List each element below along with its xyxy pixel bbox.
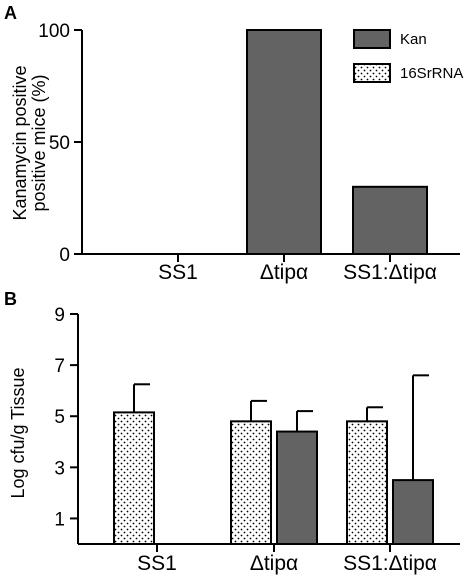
- panel-a-y-axis-title: Kanamycin positive positive mice (%): [10, 65, 49, 220]
- legend-swatch-kan: [353, 29, 391, 49]
- panel-b-y-tick-label: 9: [54, 305, 65, 326]
- panel-b-y-ticks: 1 3 5 7 9: [54, 305, 78, 530]
- panel-a-category-labels: SS1 Δtipα SS1:Δtipα: [158, 254, 437, 284]
- legend-label-kan: Kan: [400, 31, 427, 48]
- panel-b-bar-kan: [392, 479, 434, 546]
- panel-b-y-tick-label: 1: [54, 509, 65, 530]
- panel-b-y-tick-label: 5: [54, 407, 65, 428]
- panel-b-y-tick-label: 7: [54, 356, 65, 377]
- panel-b-bars: [113, 374, 434, 546]
- panel-a-y-ticks: 0 50 100: [38, 21, 82, 266]
- panel-b-bar-16srrna: [113, 411, 155, 545]
- panel-b-y-axis-title: Log cfu/g Tissue: [8, 367, 28, 498]
- panel-b-category-labels: SS1 Δtipα SS1:Δtipα: [137, 544, 437, 575]
- panel-a-y-tick-label: 100: [38, 21, 70, 42]
- panel-a-legend: Kan 16SrRNA: [353, 29, 463, 83]
- panel-b-bar-kan: [276, 430, 318, 545]
- panel-b-category-label: SS1: [137, 552, 177, 575]
- legend-label-16srrna: 16SrRNA: [400, 65, 463, 82]
- panel-a: A Kanamycin positive positive mice (%) 0…: [4, 3, 463, 284]
- panel-b-category-label: Δtipα: [250, 552, 298, 575]
- panel-a-category-label: SS1:Δtipα: [343, 261, 437, 284]
- panel-a-letter: A: [4, 3, 17, 23]
- panel-a-ylabel-line1: Kanamycin positive: [10, 65, 30, 220]
- panel-a-category-label: SS1: [158, 261, 198, 284]
- legend-swatch-16srrna: [353, 63, 391, 83]
- panel-a-bar-kan: [352, 185, 428, 255]
- panel-a-ylabel-line2: positive mice (%): [29, 74, 49, 211]
- panel-a-y-tick-label: 0: [59, 245, 70, 266]
- panel-b: B Log cfu/g Tissue 1 3 5 7 9 SS1 Δtipα SS1:Δti…: [4, 289, 460, 575]
- panel-b-bar-16srrna: [230, 420, 272, 546]
- panel-a-y-tick-label: 50: [49, 133, 70, 154]
- panel-b-category-label: SS1:Δtipα: [343, 552, 437, 575]
- panel-b-y-tick-label: 3: [54, 458, 65, 479]
- panel-a-category-label: Δtipα: [260, 261, 308, 284]
- panel-b-bar-16srrna: [346, 420, 388, 546]
- panel-a-bar-kan: [246, 29, 322, 255]
- panel-a-bars: [246, 29, 428, 255]
- panel-b-letter: B: [4, 289, 17, 309]
